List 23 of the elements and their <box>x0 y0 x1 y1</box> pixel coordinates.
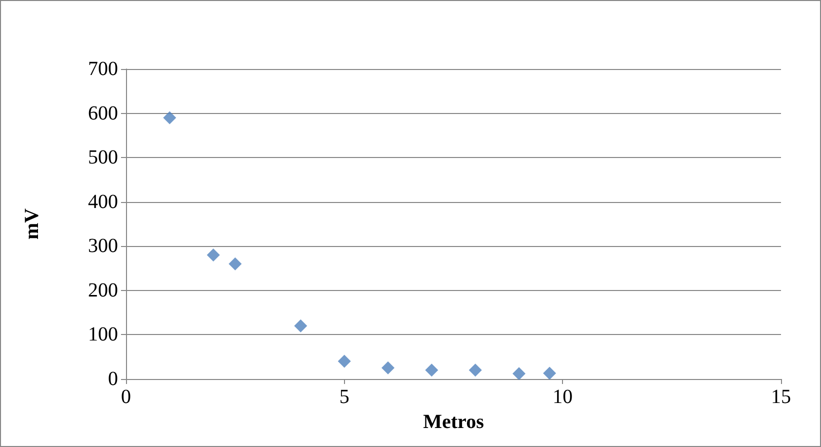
y-tick-label: 500 <box>88 146 118 169</box>
point <box>468 364 482 377</box>
y-tick-label: 200 <box>88 279 118 302</box>
x-tick-label: 10 <box>552 386 573 408</box>
y-tick-label: 700 <box>88 58 118 80</box>
y-axis-title: mV <box>21 208 43 240</box>
x-axis-title: Metros <box>423 410 484 433</box>
y-tick-label: 400 <box>88 190 118 213</box>
point <box>382 361 394 374</box>
y-tick-label: 600 <box>88 102 118 124</box>
point <box>543 366 556 380</box>
point <box>425 364 438 377</box>
x-tick-label: 15 <box>771 386 791 408</box>
y-tick-label: 0 <box>108 368 118 390</box>
point <box>512 367 526 380</box>
y-tick-label: 300 <box>88 235 118 258</box>
point <box>228 257 242 270</box>
point <box>338 354 351 368</box>
y-tick-label: 100 <box>88 324 118 346</box>
point <box>294 319 308 332</box>
point <box>163 111 176 124</box>
x-tick-label: 5 <box>339 386 350 408</box>
point <box>206 248 220 262</box>
